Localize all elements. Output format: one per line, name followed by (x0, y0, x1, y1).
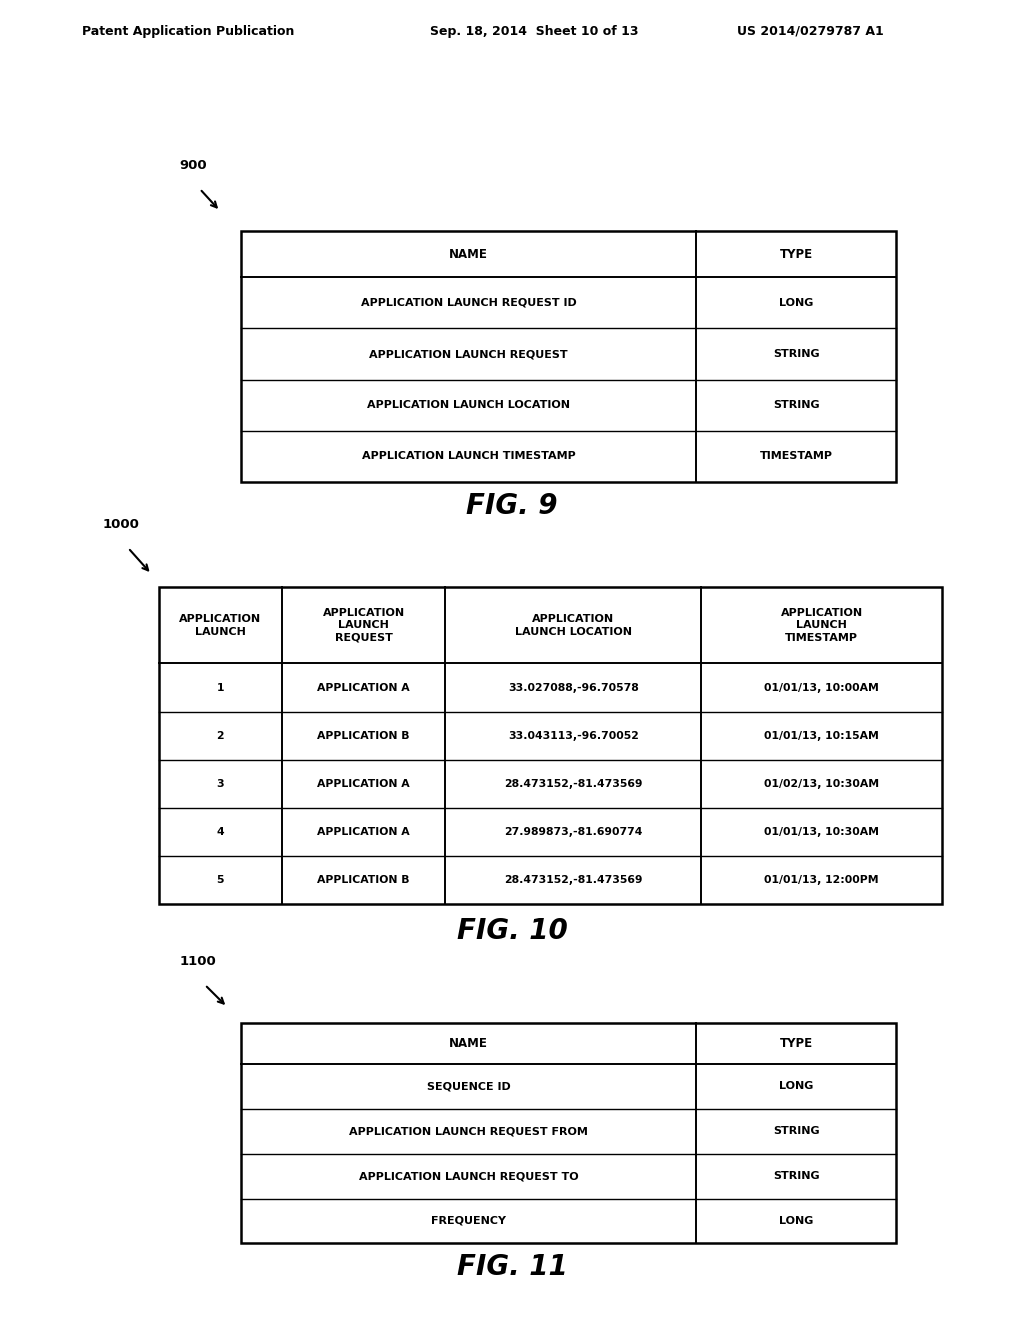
Text: APPLICATION
LAUNCH LOCATION: APPLICATION LAUNCH LOCATION (515, 614, 632, 636)
Text: FIG. 9: FIG. 9 (466, 491, 558, 520)
Bar (241, 1023, 896, 1243)
Text: 28.473152,-81.473569: 28.473152,-81.473569 (504, 875, 643, 886)
Text: APPLICATION A: APPLICATION A (317, 779, 410, 789)
Text: 3: 3 (216, 779, 224, 789)
Text: 4: 4 (216, 826, 224, 837)
Text: FIG. 11: FIG. 11 (457, 1253, 567, 1282)
Text: TYPE: TYPE (779, 1038, 813, 1049)
Text: STRING: STRING (773, 1126, 819, 1137)
Text: APPLICATION LAUNCH REQUEST: APPLICATION LAUNCH REQUEST (370, 348, 567, 359)
Text: APPLICATION LAUNCH REQUEST TO: APPLICATION LAUNCH REQUEST TO (358, 1171, 579, 1181)
Text: TIMESTAMP: TIMESTAMP (760, 451, 833, 461)
Text: 28.473152,-81.473569: 28.473152,-81.473569 (504, 779, 643, 789)
Text: STRING: STRING (773, 348, 819, 359)
Text: Sep. 18, 2014  Sheet 10 of 13: Sep. 18, 2014 Sheet 10 of 13 (430, 25, 639, 37)
Bar (241, 231, 896, 482)
Text: 01/01/13, 10:15AM: 01/01/13, 10:15AM (764, 731, 880, 741)
Text: APPLICATION LAUNCH TIMESTAMP: APPLICATION LAUNCH TIMESTAMP (361, 451, 575, 461)
Text: US 2014/0279787 A1: US 2014/0279787 A1 (737, 25, 884, 37)
Text: 33.043113,-96.70052: 33.043113,-96.70052 (508, 731, 639, 741)
Text: 27.989873,-81.690774: 27.989873,-81.690774 (504, 826, 643, 837)
Text: 1: 1 (216, 682, 224, 693)
Text: APPLICATION LAUNCH REQUEST FROM: APPLICATION LAUNCH REQUEST FROM (349, 1126, 588, 1137)
Text: 1100: 1100 (179, 954, 216, 968)
Text: SEQUENCE ID: SEQUENCE ID (427, 1081, 510, 1092)
Text: LONG: LONG (779, 1081, 813, 1092)
Text: 33.027088,-96.70578: 33.027088,-96.70578 (508, 682, 639, 693)
Text: APPLICATION LAUNCH LOCATION: APPLICATION LAUNCH LOCATION (367, 400, 570, 411)
Bar (159, 587, 942, 904)
Text: LONG: LONG (779, 298, 813, 308)
Text: APPLICATION A: APPLICATION A (317, 682, 410, 693)
Text: 5: 5 (216, 875, 224, 886)
Text: APPLICATION B: APPLICATION B (317, 875, 410, 886)
Text: 01/02/13, 10:30AM: 01/02/13, 10:30AM (764, 779, 880, 789)
Text: STRING: STRING (773, 1171, 819, 1181)
Text: 01/01/13, 10:00AM: 01/01/13, 10:00AM (764, 682, 880, 693)
Text: LONG: LONG (779, 1216, 813, 1226)
Text: NAME: NAME (450, 1038, 487, 1049)
Text: 2: 2 (216, 731, 224, 741)
Text: APPLICATION
LAUNCH
REQUEST: APPLICATION LAUNCH REQUEST (323, 609, 404, 643)
Text: APPLICATION A: APPLICATION A (317, 826, 410, 837)
Text: 01/01/13, 12:00PM: 01/01/13, 12:00PM (765, 875, 879, 886)
Text: APPLICATION
LAUNCH
TIMESTAMP: APPLICATION LAUNCH TIMESTAMP (780, 609, 863, 643)
Text: APPLICATION
LAUNCH: APPLICATION LAUNCH (179, 614, 261, 636)
Text: APPLICATION B: APPLICATION B (317, 731, 410, 741)
Text: 01/01/13, 10:30AM: 01/01/13, 10:30AM (764, 826, 880, 837)
Text: Patent Application Publication: Patent Application Publication (82, 25, 294, 37)
Text: 900: 900 (179, 158, 207, 172)
Text: 1000: 1000 (102, 517, 139, 531)
Text: TYPE: TYPE (779, 248, 813, 260)
Text: NAME: NAME (450, 248, 487, 260)
Text: FIG. 10: FIG. 10 (457, 916, 567, 945)
Text: APPLICATION LAUNCH REQUEST ID: APPLICATION LAUNCH REQUEST ID (360, 298, 577, 308)
Text: FREQUENCY: FREQUENCY (431, 1216, 506, 1226)
Text: STRING: STRING (773, 400, 819, 411)
